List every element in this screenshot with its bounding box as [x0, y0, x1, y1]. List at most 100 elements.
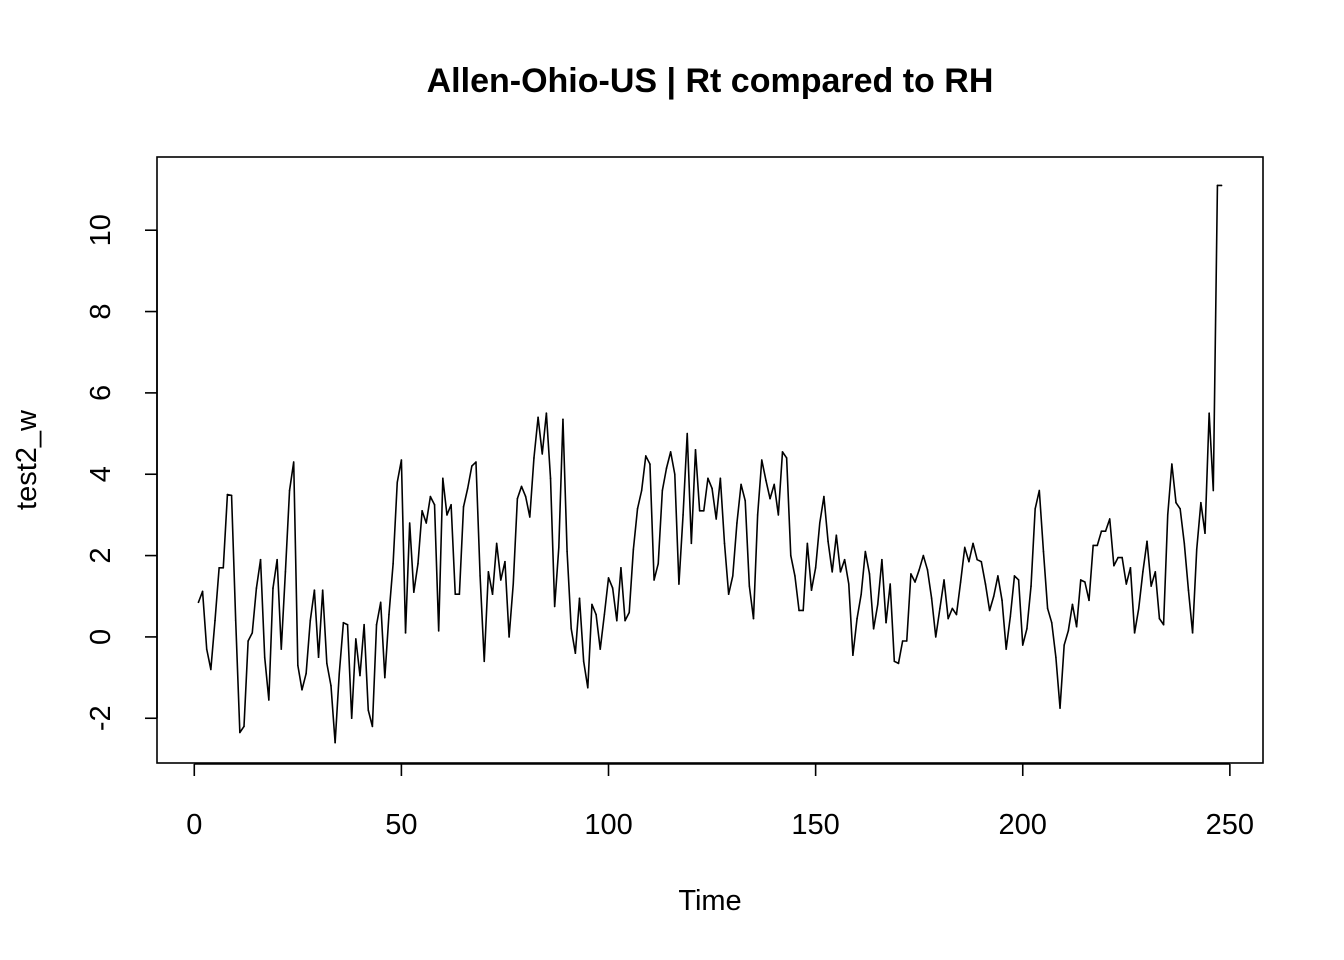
data-point — [404, 632, 407, 634]
data-point — [1195, 548, 1198, 551]
data-point — [644, 455, 647, 457]
data-point — [268, 699, 270, 701]
data-point — [694, 449, 697, 451]
data-point — [806, 542, 809, 545]
data-point — [301, 688, 303, 691]
data-point — [533, 457, 535, 459]
data-point — [1100, 530, 1103, 532]
data-point — [595, 613, 597, 616]
data-point — [1125, 583, 1128, 585]
data-point — [429, 495, 432, 498]
data-point — [342, 621, 345, 624]
chart-title: Allen-Ohio-US | Rt compared to RH — [427, 62, 994, 100]
data-point — [748, 585, 751, 587]
data-point — [1030, 585, 1032, 587]
data-point — [384, 676, 386, 679]
data-point — [943, 579, 945, 581]
data-point — [1092, 544, 1094, 547]
data-point — [276, 558, 278, 561]
data-point — [222, 566, 225, 569]
data-point — [1005, 648, 1007, 650]
data-point — [516, 497, 519, 500]
data-point — [1088, 599, 1090, 602]
series-points — [197, 184, 1223, 744]
data-point — [313, 589, 316, 591]
data-point — [388, 613, 390, 616]
x-tick-label: 50 — [385, 809, 417, 841]
data-point — [396, 481, 399, 484]
data-point — [1216, 184, 1219, 187]
data-point — [529, 516, 531, 518]
data-point — [769, 497, 771, 500]
data-point — [1096, 544, 1099, 547]
y-tick-label: 10 — [85, 214, 117, 246]
data-point — [1084, 581, 1086, 583]
data-point — [843, 558, 846, 561]
data-point — [263, 656, 266, 659]
y-tick-label: 0 — [85, 629, 117, 645]
data-point — [508, 636, 510, 638]
data-point — [744, 499, 747, 502]
data-point — [773, 483, 776, 486]
data-point — [678, 583, 680, 585]
data-point — [653, 579, 655, 581]
data-point — [255, 587, 258, 589]
data-point — [686, 432, 689, 435]
data-point — [1104, 530, 1107, 532]
data-point — [847, 583, 850, 585]
data-point — [479, 575, 481, 577]
data-point — [500, 579, 502, 581]
x-axis: 0 50 100 150 200 250 — [186, 763, 1254, 841]
data-point — [823, 495, 825, 498]
data-point — [1146, 540, 1148, 543]
data-point — [1150, 585, 1152, 587]
data-point — [558, 546, 560, 549]
y-tick-label: 6 — [85, 385, 117, 401]
y-tick-label: 4 — [85, 466, 117, 482]
x-tick-label: 150 — [791, 809, 839, 841]
data-point — [893, 660, 896, 663]
data-point — [1133, 632, 1136, 634]
data-point — [1200, 501, 1202, 504]
data-point — [852, 654, 854, 657]
data-point — [781, 451, 784, 453]
data-point — [524, 495, 527, 498]
data-point — [504, 560, 506, 563]
data-point — [818, 522, 821, 524]
data-point — [897, 662, 900, 665]
data-point — [239, 731, 241, 734]
data-point — [371, 725, 374, 728]
data-point — [1055, 656, 1057, 659]
data-point — [317, 656, 320, 659]
data-point — [905, 640, 908, 642]
data-point — [491, 593, 494, 596]
data-point — [889, 583, 891, 585]
data-point — [914, 581, 916, 583]
data-point — [421, 510, 423, 512]
data-point — [359, 674, 361, 677]
data-point — [1079, 579, 1082, 581]
data-point — [1121, 556, 1123, 559]
data-point — [988, 609, 991, 612]
data-point — [417, 562, 419, 565]
data-point — [234, 619, 237, 622]
data-point — [292, 461, 295, 463]
data-point — [980, 560, 983, 563]
y-tick-label: 2 — [85, 548, 117, 564]
data-point — [512, 583, 515, 585]
data-point — [607, 577, 610, 579]
data-point — [574, 652, 577, 654]
data-point — [562, 418, 564, 421]
data-point — [885, 621, 887, 624]
data-point — [976, 558, 978, 561]
y-axis-label: test2_w — [11, 409, 43, 510]
data-point — [752, 617, 755, 620]
data-point — [616, 619, 618, 622]
data-point — [910, 573, 912, 575]
x-axis-label: Time — [678, 885, 741, 917]
data-point — [247, 640, 249, 642]
x-tick-label: 0 — [186, 809, 202, 841]
x-tick-label: 250 — [1206, 809, 1254, 841]
data-point — [860, 593, 862, 596]
data-point — [582, 660, 585, 663]
